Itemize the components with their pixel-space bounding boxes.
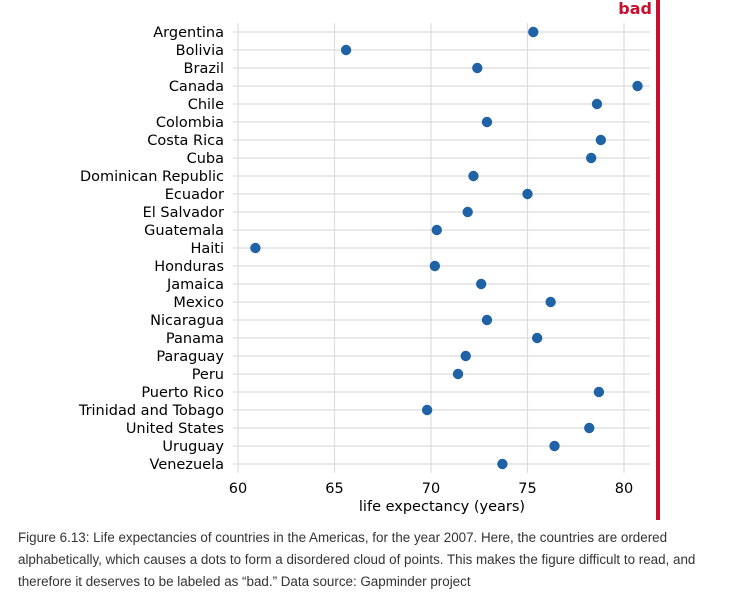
category-label: Haiti [190,241,224,257]
dot-plot-figure: Argentina Bolivia Brazil Canada Chile Colombi… [78,0,660,520]
category-label: Bolivia [176,43,224,59]
data-point [595,134,607,146]
data-point [593,386,605,398]
category-label: Nicaragua [150,313,224,329]
category-label: Venezuela [150,457,224,473]
data-point [472,62,483,74]
category-label: Trinidad and Tobago [78,403,224,419]
data-points [250,26,643,470]
category-labels: Argentina Bolivia Brazil Canada Chile Colombi… [78,25,225,473]
data-point [632,80,643,92]
figure-caption: Figure 6.13: Life expectancies of countr… [18,530,696,589]
data-point [531,332,543,344]
category-label: Brazil [184,61,224,77]
x-tick-label: 65 [325,481,343,497]
data-point [528,26,539,38]
data-point [591,98,603,110]
category-label: Peru [192,367,224,383]
category-label: Jamaica [166,277,224,293]
data-point [340,44,352,56]
data-point [545,296,556,308]
data-point [421,404,433,416]
x-tick-label: 75 [518,481,536,497]
category-label: Chile [188,97,224,113]
category-label: Dominican Republic [80,169,224,185]
data-point [584,422,595,434]
category-label: Puerto Rico [141,385,224,401]
data-point [475,278,487,290]
data-point [250,242,261,254]
data-point [522,188,533,200]
category-label: El Salvador [143,205,224,221]
category-label: Panama [166,331,224,347]
category-label: Costa Rica [147,133,224,149]
category-label: Mexico [173,295,224,311]
data-point [549,440,560,452]
bad-badge: bad [618,0,652,18]
category-label: Guatemala [144,223,224,239]
bad-flag-bar [656,0,660,520]
category-label: Cuba [187,151,224,167]
category-label: Uruguay [162,439,224,455]
category-label: Ecuador [165,187,224,203]
data-point [460,350,471,362]
grid [233,23,650,473]
data-point [481,314,493,326]
x-tick-labels: 60 65 70 75 80 [229,481,633,497]
data-point [431,224,442,236]
data-point [481,116,493,128]
x-tick-label: 80 [615,481,633,497]
data-point [468,170,479,182]
data-point [497,458,508,470]
data-point [429,260,441,272]
x-axis-title: life expectancy (years) [359,499,525,515]
category-label: Canada [169,79,224,95]
category-label: Paraguay [156,349,224,365]
x-tick-label: 60 [229,481,247,497]
category-label: Argentina [153,25,224,41]
category-label: United States [126,421,224,437]
category-label: Colombia [156,115,224,131]
category-label: Honduras [154,259,224,275]
data-point [462,206,473,218]
data-point [452,368,464,380]
data-point [585,152,597,164]
x-tick-label: 70 [422,481,440,497]
